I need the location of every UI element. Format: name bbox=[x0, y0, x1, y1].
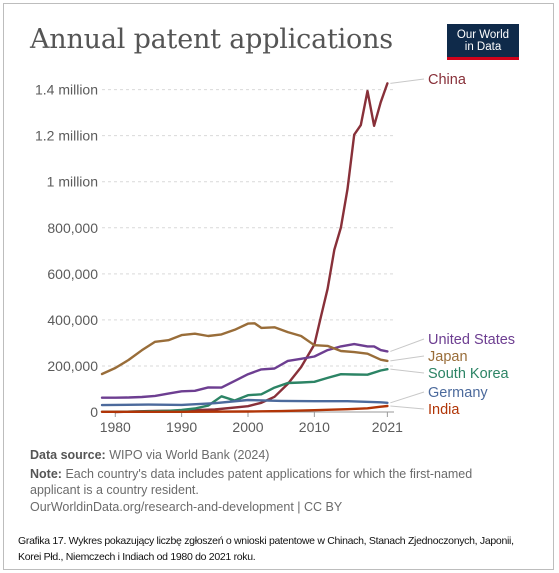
figure-caption: Grafika 17. Wykres pokazujący liczbę zgł… bbox=[18, 533, 538, 565]
series-line-united-states bbox=[100, 342, 389, 399]
x-tick-label: 1980 bbox=[100, 419, 131, 435]
series-label-connector bbox=[390, 355, 425, 362]
y-tick-label: 600,000 bbox=[47, 266, 98, 282]
note-label: Note: bbox=[30, 467, 62, 481]
series-label: Germany bbox=[428, 385, 488, 401]
logo-accent-bar bbox=[447, 57, 519, 60]
source-url[interactable]: OurWorldinData.org/research-and-developm… bbox=[30, 500, 343, 514]
x-tick-label: 2000 bbox=[232, 419, 263, 435]
owid-logo[interactable]: Our World in Data bbox=[447, 24, 519, 60]
series-label-connector bbox=[390, 78, 425, 84]
series-label: Japan bbox=[428, 349, 468, 365]
caption-line-2: Korei Płd., Niemczech i Indiach od 1980 … bbox=[18, 551, 256, 563]
series-label-connector bbox=[390, 368, 425, 374]
series-line-south-korea bbox=[100, 368, 389, 413]
line-chart: 0 200,000 400,000 600,000 800,000 1 million 1.… bbox=[35, 72, 515, 435]
source-text: WIPO via World Bank (2024) bbox=[109, 448, 270, 462]
series-label: United States bbox=[428, 332, 515, 348]
logo-line-1: Our World bbox=[456, 29, 510, 41]
series-label-connector bbox=[390, 391, 425, 404]
series-label: China bbox=[428, 72, 467, 88]
logo-line-2: in Data bbox=[464, 41, 502, 53]
chart-title: Annual patent applications bbox=[30, 24, 393, 55]
x-tick-label: 2010 bbox=[299, 419, 330, 435]
series-line-japan bbox=[100, 322, 389, 376]
note-line-2: applicant is a country resident. bbox=[30, 483, 199, 497]
series-label-connector bbox=[390, 338, 425, 352]
note-text-1: Each country's data includes patent appl… bbox=[65, 467, 473, 481]
y-tick-label: 1.2 million bbox=[35, 128, 98, 144]
series-line-china bbox=[114, 82, 389, 414]
source-label: Data source: bbox=[30, 448, 106, 462]
series-label: South Korea bbox=[428, 366, 510, 382]
y-tick-label: 400,000 bbox=[47, 312, 98, 328]
series-label-connector bbox=[390, 405, 425, 410]
series-line-germany bbox=[100, 398, 389, 407]
note-line: Note: Each country's data includes paten… bbox=[30, 466, 472, 482]
y-tick-label: 200,000 bbox=[47, 358, 98, 374]
y-tick-label: 0 bbox=[90, 404, 98, 420]
x-tick-label: 1990 bbox=[166, 419, 197, 435]
series-line-india bbox=[100, 404, 389, 413]
x-tick-label: 2021 bbox=[372, 419, 403, 435]
source-line: Data source: WIPO via World Bank (2024) bbox=[30, 447, 269, 463]
y-tick-label: 1.4 million bbox=[35, 82, 98, 98]
series-label: India bbox=[428, 402, 460, 418]
chart-card bbox=[3, 3, 554, 570]
y-tick-label: 1 million bbox=[47, 174, 98, 190]
y-tick-label: 800,000 bbox=[47, 220, 98, 236]
caption-line-1: Grafika 17. Wykres pokazujący liczbę zgł… bbox=[18, 535, 514, 547]
